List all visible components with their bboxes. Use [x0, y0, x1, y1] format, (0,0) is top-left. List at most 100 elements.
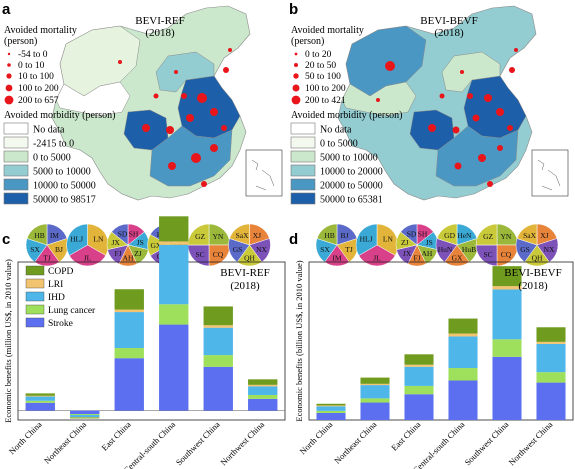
bar-segment	[360, 377, 390, 384]
pie-label: GX	[150, 241, 161, 250]
bar-segment	[448, 336, 478, 369]
pie-label: AH	[421, 249, 432, 258]
pie-label: CQ	[213, 250, 224, 259]
mortality-dot	[223, 67, 229, 73]
pie-slice	[316, 223, 338, 246]
map-a-inset-box	[245, 149, 283, 197]
mortality-legend-dot-1	[7, 52, 11, 56]
map-b-inset-islands	[537, 159, 561, 191]
morbidity-legend-label: 10000 to 50000	[33, 181, 96, 192]
bar-segment	[25, 393, 55, 396]
morbidity-legend-label: 0 to 5000	[33, 153, 71, 164]
bar-segment	[159, 304, 189, 325]
chart-title: BEVI-REF	[220, 267, 270, 279]
bar-segment	[448, 318, 478, 334]
mortality-dot	[478, 154, 486, 162]
map-b-title: BEVI-BEVF	[420, 15, 477, 27]
x-tick-label: Southwest China	[462, 419, 510, 467]
mortality-dot	[460, 70, 464, 74]
bar-segment	[159, 216, 189, 242]
panel-c: c IMBJTJSXHBLNJLHLJSHJSZJAHFJJXSDHeNHuBH…	[2, 216, 286, 469]
mortality-dot	[210, 144, 218, 152]
morbidity-legend-label: 50000 to 98517	[33, 195, 96, 206]
pie-label: FJ	[115, 249, 122, 258]
mortality-dot	[181, 93, 187, 99]
map-a-mortality-legend: Avoided mortality (person) -54 to 0 0 to…	[4, 25, 77, 106]
morbidity-legend-label: 5000 to 10000	[320, 153, 378, 164]
legend-label: COPD	[48, 267, 73, 277]
panel-a: a	[2, 1, 283, 206]
mortality-legend-label: 0 to 20	[305, 50, 332, 60]
bar-segment	[70, 410, 100, 415]
map-b-mortality-legend: Avoided mortality (person) 0 to 20 20 to…	[291, 25, 364, 106]
panel-b: b	[289, 1, 569, 206]
x-tick-label: Northwest China	[506, 419, 554, 467]
pie-label: TJ	[345, 245, 353, 254]
mortality-dot	[454, 162, 462, 170]
mortality-dot	[186, 114, 194, 122]
morbidity-legend-label: 50000 to 65381	[320, 195, 383, 206]
mortality-dot	[472, 114, 480, 122]
bar-segment	[248, 386, 278, 395]
pie-slice	[400, 223, 418, 246]
bar-segment	[70, 417, 100, 419]
bar-segment	[448, 333, 478, 337]
mortality-legend-label: 200 to 421	[305, 96, 346, 106]
bar-segment	[536, 372, 566, 383]
bar-segment	[492, 289, 522, 340]
legend-swatch	[25, 317, 45, 328]
morbidity-legend-swatch	[290, 192, 316, 205]
bar-segment	[203, 366, 233, 411]
morbidity-legend-swatch	[290, 150, 316, 163]
x-tick-label: East China	[99, 419, 132, 452]
pie-label: SaX	[236, 231, 250, 240]
x-tick-label: East China	[389, 419, 422, 452]
pie-label: GZ	[195, 232, 205, 241]
chart-year: (2018)	[230, 280, 260, 292]
morbidity-legend-label: -2415 to 0	[33, 139, 74, 150]
pie-slice	[475, 244, 498, 267]
mortality-legend-title: Avoided mortality	[4, 25, 77, 36]
pie-label: NX	[256, 245, 267, 254]
pie-label: JL	[373, 254, 381, 263]
bar-segment	[114, 348, 144, 359]
pie-slice	[376, 223, 399, 256]
pie-slice	[436, 223, 458, 246]
pies-c: IMBJTJSXHBLNJLHLJSHJSZJAHFJJXSDHeNHuBHuN…	[25, 223, 271, 267]
map-a-region-north	[155, 51, 215, 93]
mortality-legend-label: 20 to 50	[305, 61, 336, 71]
pie-label: GZ	[483, 232, 493, 241]
map-a-region-east	[177, 75, 241, 139]
pie-label: TJ	[43, 254, 51, 263]
map-a-region-tibet	[55, 81, 131, 117]
legend-swatch	[25, 278, 45, 289]
bar-segment	[159, 241, 189, 245]
mortality-dot	[168, 162, 176, 170]
pie-label: HLJ	[70, 235, 83, 244]
bar-segment	[248, 398, 278, 411]
pie-slice	[516, 223, 538, 246]
pie-slice	[475, 223, 498, 246]
mortality-legend-label: 50 to 100	[305, 72, 341, 82]
pie-label: GX	[452, 254, 463, 263]
map-b-region-north	[441, 51, 501, 93]
mortality-dot	[174, 70, 178, 74]
morbidity-legend-title: Avoided morbidity (person)	[4, 110, 115, 121]
pie-slice	[66, 223, 88, 256]
bar-segment	[536, 327, 566, 342]
x-tick-label: Southwest China	[174, 419, 222, 467]
mortality-dot	[487, 181, 493, 187]
bar-segment	[25, 395, 55, 397]
morbidity-legend-title: Avoided morbidity (person)	[291, 110, 402, 121]
chart-title: BEVI-BEVF	[504, 267, 561, 279]
bar-segment	[316, 410, 346, 413]
map-a-region-south	[149, 125, 233, 187]
legend-swatch	[25, 304, 45, 315]
mortality-legend-dot-2	[7, 63, 11, 67]
mortality-dot	[484, 94, 492, 102]
bar-segment	[360, 402, 390, 420]
pie-label: HB	[34, 231, 44, 240]
mortality-legend-label: 10 to 100	[18, 72, 54, 82]
